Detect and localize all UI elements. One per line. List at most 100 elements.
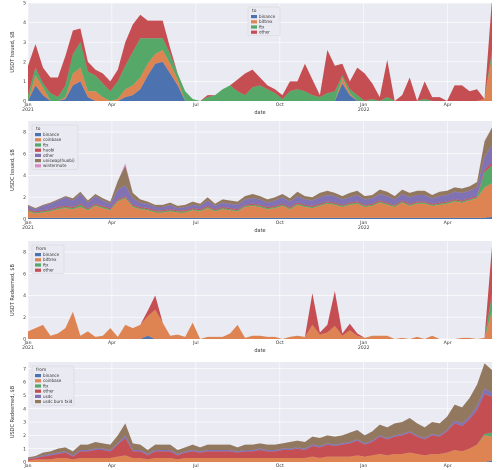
legend-label-huobi: huobi: [43, 148, 54, 153]
legend-label-ftx: ftx: [43, 262, 49, 267]
legend-swatch-binance: [35, 374, 41, 378]
legend-title: to: [36, 126, 41, 132]
area-layer: [28, 363, 492, 462]
y-tick-label: 1: [23, 79, 26, 85]
y-tick-label: 6: [23, 380, 26, 386]
legend-label-usdc: usdc: [43, 394, 53, 399]
x-tick-label: Jul: [192, 340, 199, 346]
legend-swatch-binance: [35, 253, 41, 257]
legend-swatch-bittrex: [35, 258, 41, 262]
legend-swatch-ftx: [35, 384, 41, 388]
x-tick-label: Jan: [23, 340, 31, 346]
legend-label-other_usdc: other: [43, 153, 54, 158]
x-tick-label: Oct: [276, 463, 284, 469]
legend-label-coinbase: coinbase: [43, 378, 62, 383]
x-tick-label: Jul: [192, 220, 199, 226]
x-tick-label: Apr: [108, 340, 116, 346]
x-tick-label: Jan: [359, 340, 367, 346]
x-tick-label: Apr: [444, 340, 452, 346]
y-tick-label: 5: [23, 1, 26, 7]
legend-swatch-coinbase: [35, 379, 41, 383]
area-series-binance: [28, 216, 492, 219]
legend-swatch-usdc: [35, 394, 41, 398]
legend-label-other: other: [43, 268, 54, 273]
x-tick-label: Apr: [108, 102, 116, 108]
x-axis-label: date: [254, 228, 265, 234]
legend-swatch-binance: [251, 15, 257, 19]
legend-label-bittrex: bittrex: [259, 19, 273, 24]
x-tick-label: Oct: [276, 102, 284, 108]
area-series-other: [28, 394, 492, 461]
x-tick-year-label: 2021: [22, 107, 34, 113]
x-tick-year-label: 2022: [358, 345, 370, 351]
legend-swatch-bittrex: [251, 20, 257, 24]
legend-title: to: [252, 8, 257, 14]
area-series-usdc_burn_txid: [28, 363, 492, 459]
area-series-other: [28, 3, 492, 101]
y-tick-label: 6: [23, 271, 26, 277]
y-tick-label: 2: [23, 433, 26, 439]
legend-label-other: other: [43, 389, 54, 394]
legend-swatch-ftx: [35, 263, 41, 267]
legend-label-ftx: ftx: [43, 142, 49, 147]
plot-background: [28, 241, 492, 339]
x-tick-label: Apr: [444, 220, 452, 226]
y-tick-label: 0: [23, 217, 26, 223]
legend-label-wintermute: wintermute: [43, 163, 67, 168]
x-tick-label: Oct: [276, 340, 284, 346]
y-tick-label: 7: [23, 366, 26, 372]
x-tick-label: Apr: [444, 463, 452, 469]
y-axis-label: USDC Redeemed, $B: [10, 385, 16, 438]
legend-swatch-binance: [35, 133, 41, 137]
x-tick-label: Jan: [359, 220, 367, 226]
legend-swatch-ftx: [35, 143, 41, 147]
x-tick-label: Apr: [108, 220, 116, 226]
y-tick-label: 2: [23, 59, 26, 65]
x-tick-label: Jan: [23, 463, 31, 469]
legend-label-binance: binance: [43, 252, 60, 257]
y-tick-label: 1: [23, 446, 26, 452]
x-axis-label: date: [254, 348, 265, 354]
y-tick-label: 6: [23, 151, 26, 157]
x-tick-label: Jan: [23, 102, 31, 108]
y-tick-label: 0: [23, 99, 26, 105]
x-tick-label: Jan: [23, 220, 31, 226]
x-tick-year-label: 2021: [22, 225, 34, 231]
y-axis-label: USDT Redeemed, $B: [10, 263, 16, 315]
legend-label-bittrex: bittrex: [43, 257, 57, 262]
y-tick-label: 3: [23, 40, 26, 46]
area-layer: [28, 246, 492, 339]
x-tick-label: Oct: [276, 220, 284, 226]
y-tick-label: 2: [23, 315, 26, 321]
x-tick-label: Apr: [444, 102, 452, 108]
legend-swatch-uniswap_huobi: [35, 159, 41, 163]
legend-title: from: [36, 367, 46, 373]
x-tick-year-label: 2022: [358, 225, 370, 231]
legend: tobinancecoinbaseftxhuobiotheruniswap(hu…: [31, 124, 79, 170]
legend-swatch-other: [35, 389, 41, 393]
legend-label-other: other: [259, 30, 270, 35]
area-series-bittrex: [28, 309, 492, 339]
x-tick-year-label: 2021: [22, 345, 34, 351]
area-series-other_usdc: [28, 144, 492, 212]
legend-label-ftx: ftx: [43, 383, 49, 388]
legend-label-uniswap_huobi: uniswap(huobi): [43, 158, 75, 163]
y-tick-label: 8: [23, 249, 26, 255]
x-tick-label: Jul: [192, 463, 199, 469]
legend-label-binance: binance: [43, 132, 60, 137]
y-tick-label: 0: [23, 337, 26, 343]
x-tick-label: Apr: [108, 463, 116, 469]
area-layer: [28, 3, 492, 101]
legend-swatch-coinbase: [35, 138, 41, 142]
area-series-binance: [28, 335, 492, 339]
area-series-ftx: [28, 38, 492, 101]
x-tick-label: Jul: [192, 102, 199, 108]
